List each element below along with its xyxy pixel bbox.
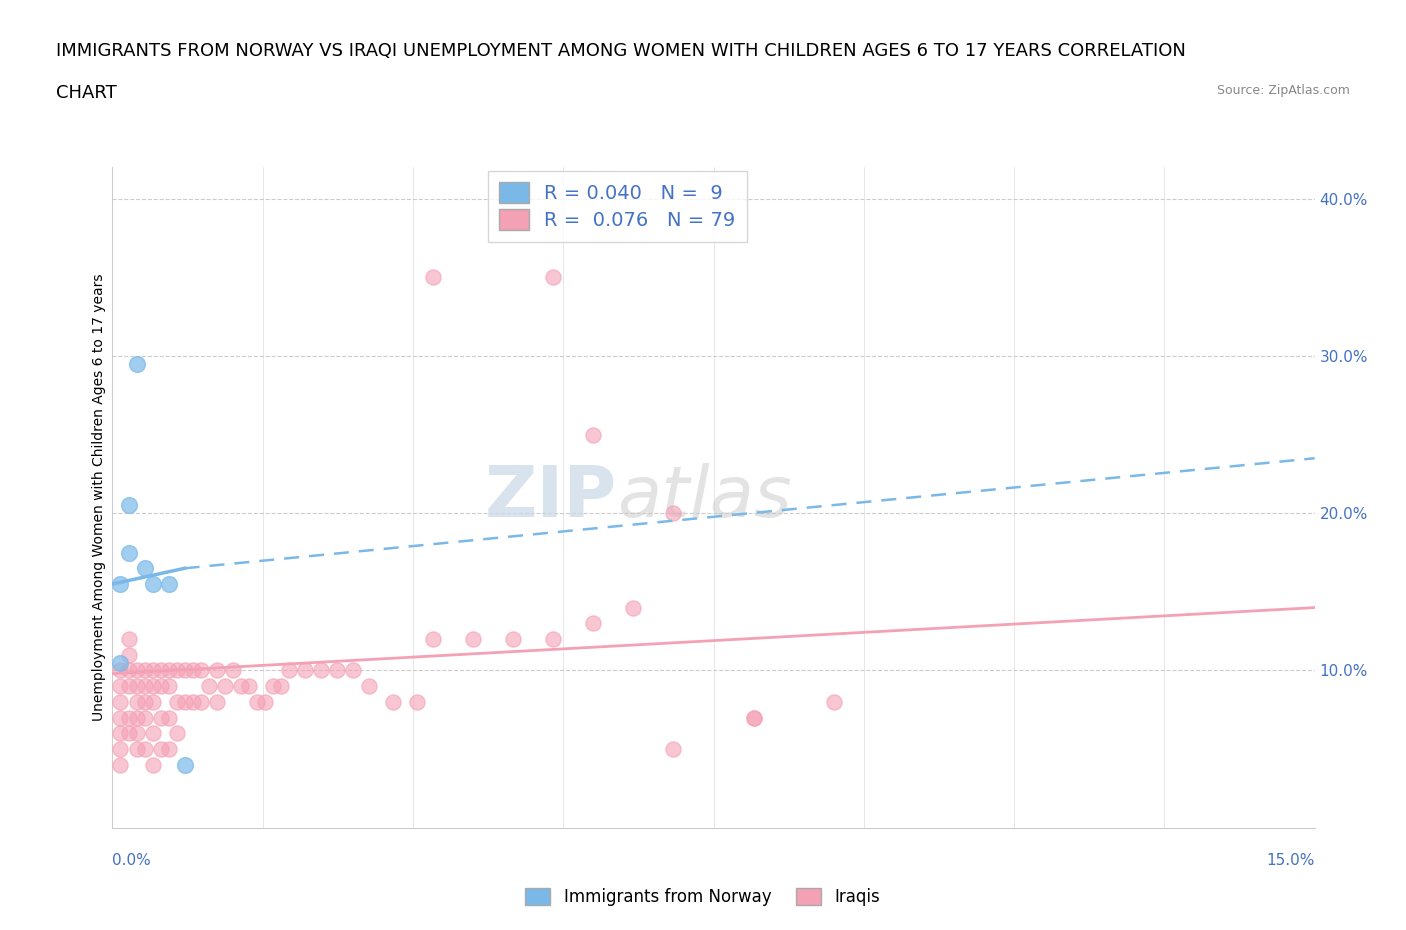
Point	[117, 545, 139, 560]
Point	[309, 663, 332, 678]
Point	[502, 631, 524, 646]
Point	[117, 679, 139, 694]
Point	[166, 695, 188, 710]
Point	[277, 663, 299, 678]
Point	[125, 726, 148, 741]
Point	[823, 695, 845, 710]
Point	[149, 663, 172, 678]
Point	[149, 711, 172, 725]
Text: 0.0%: 0.0%	[112, 853, 152, 868]
Point	[294, 663, 316, 678]
Point	[134, 711, 156, 725]
Legend: R = 0.040   N =  9, R =  0.076   N = 79: R = 0.040 N = 9, R = 0.076 N = 79	[488, 170, 747, 242]
Point	[149, 741, 172, 756]
Point	[141, 663, 163, 678]
Point	[134, 695, 156, 710]
Point	[253, 695, 276, 710]
Y-axis label: Unemployment Among Women with Children Ages 6 to 17 years: Unemployment Among Women with Children A…	[91, 273, 105, 722]
Point	[205, 663, 228, 678]
Point	[110, 726, 132, 741]
Point	[125, 711, 148, 725]
Point	[357, 679, 380, 694]
Point	[229, 679, 252, 694]
Point	[117, 631, 139, 646]
Point	[134, 663, 156, 678]
Point	[262, 679, 284, 694]
Point	[173, 695, 195, 710]
Point	[543, 631, 565, 646]
Point	[270, 679, 292, 694]
Text: IMMIGRANTS FROM NORWAY VS IRAQI UNEMPLOYMENT AMONG WOMEN WITH CHILDREN AGES 6 TO: IMMIGRANTS FROM NORWAY VS IRAQI UNEMPLOY…	[56, 42, 1187, 60]
Point	[173, 663, 195, 678]
Point	[662, 506, 685, 521]
Text: ZIP: ZIP	[485, 463, 617, 532]
Point	[141, 577, 163, 591]
Point	[125, 695, 148, 710]
Point	[582, 427, 605, 442]
Point	[582, 616, 605, 631]
Point	[157, 741, 180, 756]
Point	[157, 577, 180, 591]
Point	[173, 757, 195, 772]
Point	[461, 631, 484, 646]
Point	[157, 679, 180, 694]
Point	[214, 679, 236, 694]
Point	[166, 726, 188, 741]
Point	[222, 663, 245, 678]
Point	[342, 663, 364, 678]
Point	[141, 726, 163, 741]
Point	[326, 663, 349, 678]
Point	[181, 663, 204, 678]
Point	[125, 679, 148, 694]
Point	[149, 679, 172, 694]
Point	[141, 695, 163, 710]
Point	[117, 498, 139, 512]
Point	[406, 695, 429, 710]
Point	[422, 631, 444, 646]
Point	[246, 695, 269, 710]
Point	[141, 679, 163, 694]
Text: Source: ZipAtlas.com: Source: ZipAtlas.com	[1216, 84, 1350, 97]
Point	[141, 757, 163, 772]
Point	[742, 711, 765, 725]
Text: 15.0%: 15.0%	[1267, 853, 1315, 868]
Point	[110, 741, 132, 756]
Point	[117, 711, 139, 725]
Point	[110, 711, 132, 725]
Point	[205, 695, 228, 710]
Point	[197, 679, 219, 694]
Text: CHART: CHART	[56, 84, 117, 101]
Point	[422, 270, 444, 285]
Point	[238, 679, 260, 694]
Point	[125, 356, 148, 371]
Point	[166, 663, 188, 678]
Point	[157, 711, 180, 725]
Point	[181, 695, 204, 710]
Point	[110, 656, 132, 671]
Point	[742, 711, 765, 725]
Point	[110, 679, 132, 694]
Point	[157, 663, 180, 678]
Point	[621, 600, 644, 615]
Point	[110, 757, 132, 772]
Point	[125, 741, 148, 756]
Point	[134, 741, 156, 756]
Point	[190, 663, 212, 678]
Point	[382, 695, 405, 710]
Point	[662, 741, 685, 756]
Point	[110, 663, 132, 678]
Point	[125, 663, 148, 678]
Legend: Immigrants from Norway, Iraqis: Immigrants from Norway, Iraqis	[519, 881, 887, 912]
Text: atlas: atlas	[617, 463, 792, 532]
Point	[117, 726, 139, 741]
Point	[117, 647, 139, 662]
Point	[190, 695, 212, 710]
Point	[134, 679, 156, 694]
Point	[543, 270, 565, 285]
Point	[134, 561, 156, 576]
Point	[117, 663, 139, 678]
Point	[110, 695, 132, 710]
Point	[110, 577, 132, 591]
